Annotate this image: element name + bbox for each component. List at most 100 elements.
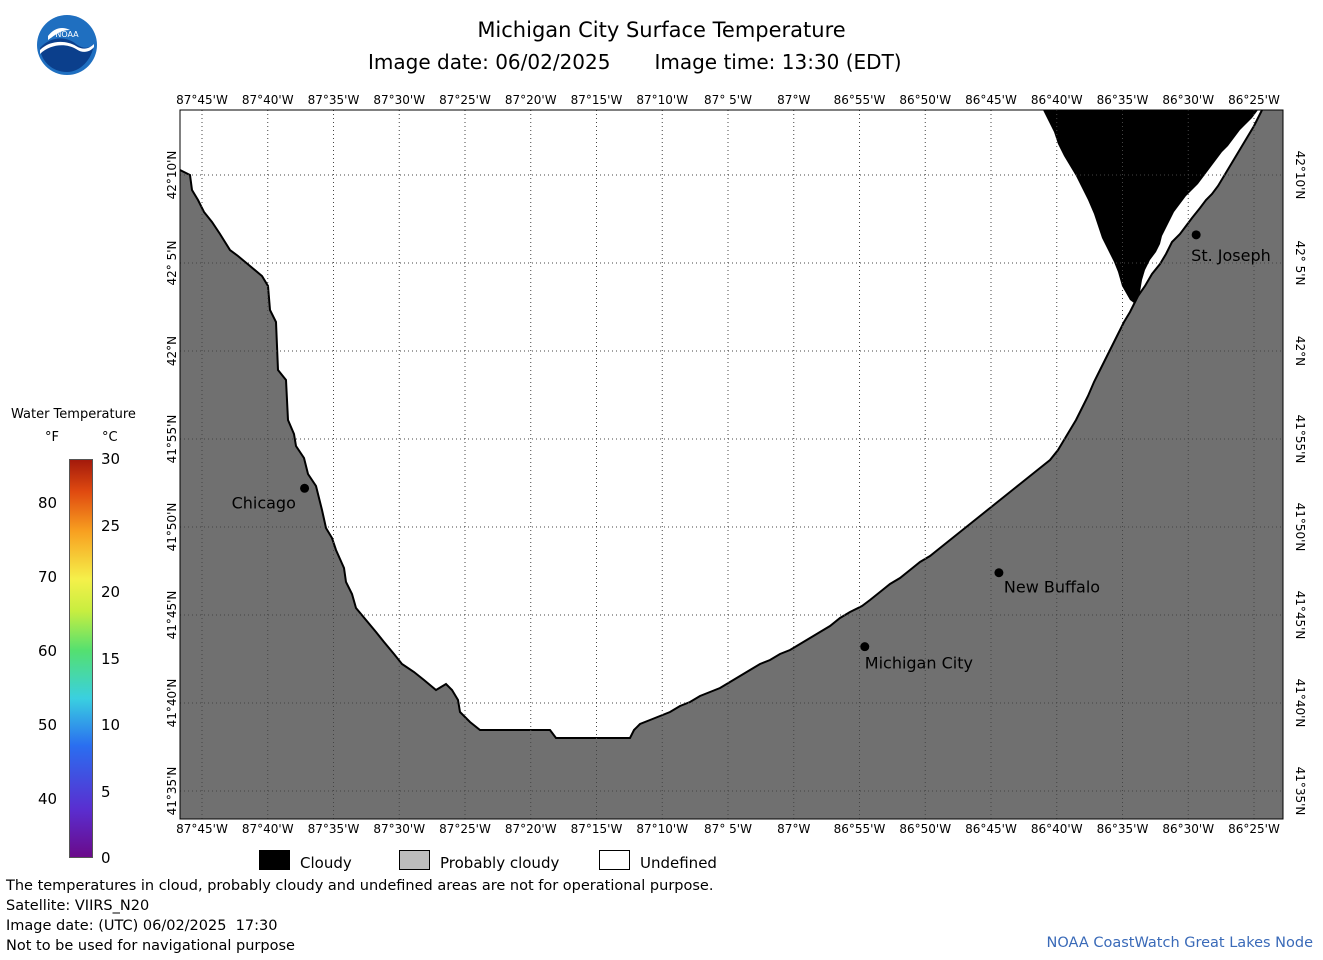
city-label: Michigan City	[865, 654, 973, 673]
lat-label-right: 41°50'N	[1293, 503, 1307, 552]
lat-label-right: 42°N	[1293, 336, 1307, 366]
credit-link[interactable]: NOAA CoastWatch Great Lakes Node	[1046, 935, 1313, 951]
lat-label-right: 42° 5'N	[1293, 241, 1307, 286]
key-label-cloudy: Cloudy	[300, 854, 352, 872]
lat-label-right: 41°40'N	[1293, 679, 1307, 728]
footer-disclaimer: The temperatures in cloud, probably clou…	[6, 878, 714, 894]
image-date: Image date: 06/02/2025	[368, 50, 611, 74]
lon-label-top: 86°25'W	[1228, 93, 1280, 107]
tick-label-fahrenheit: 70	[38, 568, 58, 587]
lat-label-left: 42°N	[165, 336, 179, 366]
lon-label-bottom: 87°20'W	[505, 822, 557, 836]
key-swatch-undefined	[599, 850, 630, 870]
lon-label-bottom: 86°25'W	[1228, 822, 1280, 836]
lon-label-top: 87°35'W	[308, 93, 360, 107]
lon-label-bottom: 87°10'W	[636, 822, 688, 836]
key-label-probably-cloudy: Probably cloudy	[440, 854, 560, 872]
lon-label-top: 87°25'W	[439, 93, 491, 107]
lon-label-bottom: 87°30'W	[373, 822, 425, 836]
lon-label-bottom: 86°40'W	[1031, 822, 1083, 836]
lon-label-top: 86°40'W	[1031, 93, 1083, 107]
city-label: New Buffalo	[1004, 578, 1100, 597]
lon-label-bottom: 86°50'W	[899, 822, 951, 836]
lon-label-top: 87°10'W	[636, 93, 688, 107]
image-time: Image time: 13:30 (EDT)	[654, 50, 902, 74]
page-title: Michigan City Surface Temperature	[477, 18, 846, 42]
tick-label-celsius: 25	[101, 516, 121, 535]
tick-label-celsius: 10	[101, 716, 121, 734]
lon-label-top: 86°30'W	[1162, 93, 1214, 107]
tick-label-fahrenheit: 40	[38, 789, 58, 808]
tick-label-celsius: 15	[101, 649, 121, 668]
lon-label-top: 86°50'W	[899, 93, 951, 107]
image-datetime: Image date: 06/02/2025 Image time: 13:30 …	[368, 50, 946, 74]
city-dot	[1191, 230, 1201, 240]
lon-label-top: 87°45'W	[176, 93, 228, 107]
tick-label-celsius: 5	[101, 782, 111, 801]
temperature-colorbar	[69, 459, 93, 858]
lat-label-right: 42°10'N	[1293, 151, 1307, 200]
tick-label-celsius: 30	[101, 450, 121, 468]
lon-label-bottom: 87°40'W	[242, 822, 294, 836]
city-markers: Chicago St. Joseph New Buffalo Michigan Cit…	[232, 230, 1271, 673]
latitude-labels-left: 42°10'N 42° 5'N 42°N 41°55'N 41°50'N 41°45'N 4…	[165, 151, 179, 816]
lon-label-top: 87°40'W	[242, 93, 294, 107]
lon-label-bottom: 86°45'W	[965, 822, 1017, 836]
lat-label-left: 41°50'N	[165, 503, 179, 552]
lat-label-left: 42°10'N	[165, 151, 179, 200]
latitude-labels-right: 42°10'N 42° 5'N 42°N 41°55'N 41°50'N 41°45'N 4…	[1293, 151, 1307, 816]
tick-label-fahrenheit: 60	[38, 642, 58, 661]
lon-label-top: 87°W	[777, 93, 810, 107]
footer-navigation-warning: Not to be used for navigational purpose	[6, 938, 295, 954]
key-label-undefined: Undefined	[640, 854, 717, 872]
lon-label-top: 86°35'W	[1097, 93, 1149, 107]
lon-label-bottom: 87°15'W	[571, 822, 623, 836]
lat-label-right: 41°55'N	[1293, 415, 1307, 464]
shoreline-outline	[179, 109, 1263, 739]
lon-label-bottom: 87°45'W	[176, 822, 228, 836]
lat-label-left: 41°55'N	[165, 415, 179, 464]
tick-label-fahrenheit: 80	[38, 494, 58, 513]
city-label: St. Joseph	[1191, 246, 1271, 265]
lon-label-bottom: 87° 5'W	[704, 822, 752, 836]
lat-label-left: 41°35'N	[165, 767, 179, 816]
lat-label-right: 41°45'N	[1293, 591, 1307, 640]
lon-label-bottom: 86°30'W	[1162, 822, 1214, 836]
map-frame	[179, 109, 1284, 820]
lon-label-top: 87°20'W	[505, 93, 557, 107]
lat-label-right: 41°35'N	[1293, 767, 1307, 816]
lon-label-bottom: 87°25'W	[439, 822, 491, 836]
logo-text: NOAA	[55, 30, 79, 39]
lon-label-bottom: 87°35'W	[308, 822, 360, 836]
legend-unit-fahrenheit: °F	[45, 430, 59, 445]
lon-label-top: 87°15'W	[571, 93, 623, 107]
city-label: Chicago	[232, 493, 296, 512]
noaa-logo-icon: NOAA	[37, 15, 97, 75]
lon-label-top: 86°45'W	[965, 93, 1017, 107]
lat-label-left: 41°45'N	[165, 591, 179, 640]
legend-title: Water Temperature	[11, 407, 136, 422]
cloud-mask	[1043, 110, 1258, 306]
lon-label-bottom: 86°35'W	[1097, 822, 1149, 836]
tick-label-celsius: 20	[101, 583, 121, 601]
footer-satellite: Satellite: VIIRS_N20	[6, 898, 150, 914]
west-shore-land	[180, 110, 1283, 819]
tick-label-celsius: 0	[101, 849, 111, 867]
tick-label-fahrenheit: 50	[38, 716, 58, 734]
lon-label-bottom: 87°W	[777, 822, 810, 836]
lat-label-left: 41°40'N	[165, 679, 179, 728]
city-dot	[994, 568, 1004, 578]
lon-label-top: 86°55'W	[834, 93, 886, 107]
lon-label-top: 87°30'W	[373, 93, 425, 107]
city-dot	[300, 483, 310, 493]
legend-unit-celsius: °C	[102, 430, 118, 445]
key-swatch-probably-cloudy	[399, 850, 430, 870]
key-swatch-cloudy	[259, 850, 290, 870]
footer-utc-date: Image date: (UTC) 06/02/2025 17:30	[6, 918, 278, 934]
footer-notes: The temperatures in cloud, probably clou…	[6, 876, 713, 956]
lat-label-left: 42° 5'N	[165, 241, 179, 286]
city-dot	[860, 642, 870, 652]
longitude-labels-bottom: 87°45'W 87°40'W 87°35'W 87°30'W 87°25'W 87°20…	[176, 822, 1280, 836]
lon-label-top: 87° 5'W	[704, 93, 752, 107]
